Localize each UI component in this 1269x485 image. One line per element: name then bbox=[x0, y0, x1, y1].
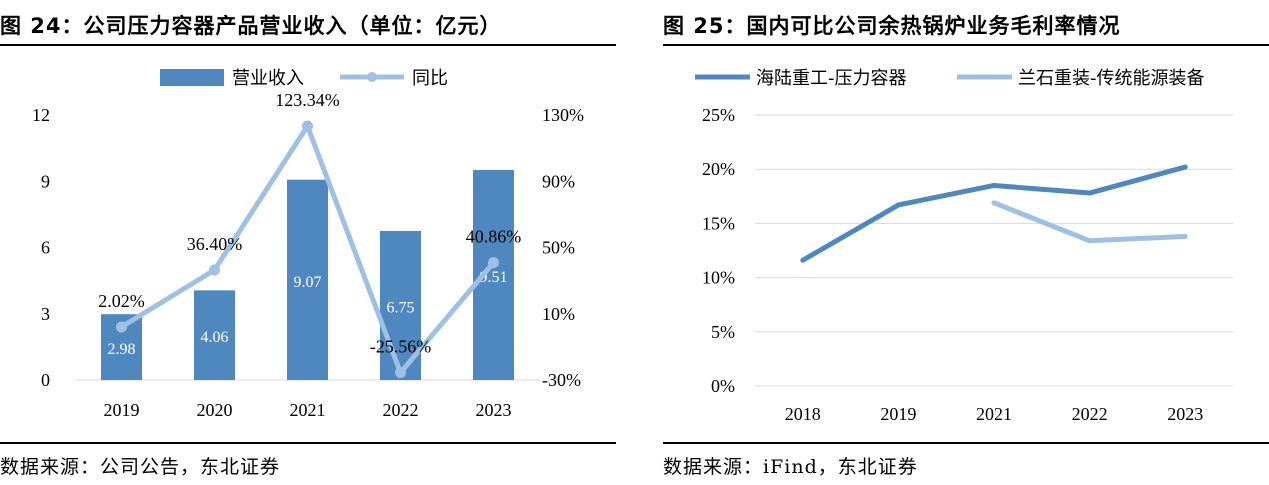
x-tick-label: 2022 bbox=[1072, 404, 1108, 424]
revenue-data-label: 4.06 bbox=[201, 329, 229, 346]
y-right-tick-label: -30% bbox=[542, 370, 581, 390]
left-figure-title: 图 24：公司压力容器产品营业收入（单位：亿元） bbox=[0, 14, 502, 38]
yoy-point bbox=[116, 321, 127, 333]
x-tick-label: 2023 bbox=[1167, 404, 1203, 424]
legend: 营业收入 同比 bbox=[160, 68, 448, 89]
yoy-point bbox=[488, 257, 499, 269]
revenue-data-label: 9.07 bbox=[294, 274, 322, 291]
x-tick-label: 2022 bbox=[383, 400, 419, 420]
yoy-data-label: 40.86% bbox=[466, 227, 522, 247]
y-left-tick-label: 12 bbox=[32, 105, 50, 125]
y-tick-label: 5% bbox=[711, 322, 735, 342]
y-left-tick-label: 9 bbox=[41, 171, 50, 191]
y-left-tick-label: 3 bbox=[41, 304, 50, 324]
y-tick-label: 10% bbox=[702, 268, 735, 288]
x-tick-label: 2019 bbox=[880, 404, 916, 424]
series-line-2 bbox=[991, 200, 1188, 244]
yoy-data-label: -25.56% bbox=[370, 337, 432, 357]
left-figure-panel: 图 24：公司压力容器产品营业收入（单位：亿元） 营业收入 同比 0 3 6 9 12 -30… bbox=[0, 0, 616, 485]
x-tick-label: 2021 bbox=[976, 404, 1012, 424]
gross-margin-chart: 海陆重工-压力容器 兰石重装-传统能源装备 0% 5% 10% 15% 20% 25% 2018… bbox=[695, 68, 1233, 424]
revenue-chart: 营业收入 同比 0 3 6 9 12 -30% 10% 50% 90% 130% 2.98 4.06 9.0… bbox=[32, 68, 584, 420]
y-tick-label: 0% bbox=[711, 376, 735, 396]
yoy-point bbox=[209, 264, 220, 276]
left-source-note: 数据来源：公司公告，东北证券 bbox=[0, 456, 281, 478]
revenue-bar bbox=[194, 290, 235, 380]
x-tick-label: 2019 bbox=[104, 400, 140, 420]
yoy-data-label: 2.02% bbox=[98, 291, 145, 311]
revenue-data-label: 6.75 bbox=[387, 299, 415, 316]
legend: 海陆重工-压力容器 兰石重装-传统能源装备 bbox=[695, 68, 1205, 89]
yoy-point bbox=[395, 367, 406, 379]
legend-line-label: 同比 bbox=[412, 68, 448, 89]
legend-series2-label: 兰石重装-传统能源装备 bbox=[1018, 68, 1205, 89]
y-tick-label: 15% bbox=[702, 213, 735, 233]
y-tick-label: 25% bbox=[702, 105, 735, 125]
x-tick-label: 2020 bbox=[197, 400, 233, 420]
legend-bar-label: 营业收入 bbox=[232, 68, 304, 89]
y-right-tick-label: 130% bbox=[542, 105, 584, 125]
left-source-rule bbox=[0, 442, 616, 444]
x-tick-label: 2018 bbox=[785, 404, 821, 424]
yoy-data-label: 36.40% bbox=[187, 234, 243, 254]
series-line-1 bbox=[800, 164, 1188, 263]
x-tick-label: 2023 bbox=[476, 400, 512, 420]
right-figure-panel: 图 25：国内可比公司余热锅炉业务毛利率情况 海陆重工-压力容器 兰石重装-传统能… bbox=[663, 0, 1269, 485]
right-title-rule bbox=[663, 44, 1269, 46]
right-figure-title: 图 25：国内可比公司余热锅炉业务毛利率情况 bbox=[663, 14, 1121, 38]
y-right-tick-label: 10% bbox=[542, 304, 575, 324]
yoy-point bbox=[302, 120, 313, 132]
legend-line-marker bbox=[367, 72, 377, 82]
y-right-tick-label: 90% bbox=[542, 171, 575, 191]
y-left-tick-label: 0 bbox=[41, 370, 50, 390]
y-tick-label: 20% bbox=[702, 159, 735, 179]
left-title-rule bbox=[0, 44, 616, 46]
revenue-data-label: 2.98 bbox=[108, 341, 136, 358]
right-source-rule bbox=[663, 442, 1269, 444]
right-source-note: 数据来源：iFind，东北证券 bbox=[663, 456, 918, 478]
x-tick-label: 2021 bbox=[290, 400, 326, 420]
y-right-tick-label: 50% bbox=[542, 238, 575, 258]
legend-bar-swatch bbox=[160, 69, 224, 86]
revenue-bar bbox=[287, 179, 328, 380]
yoy-data-label: 123.34% bbox=[275, 90, 340, 110]
y-left-tick-label: 6 bbox=[41, 238, 50, 258]
legend-series1-label: 海陆重工-压力容器 bbox=[756, 68, 907, 89]
